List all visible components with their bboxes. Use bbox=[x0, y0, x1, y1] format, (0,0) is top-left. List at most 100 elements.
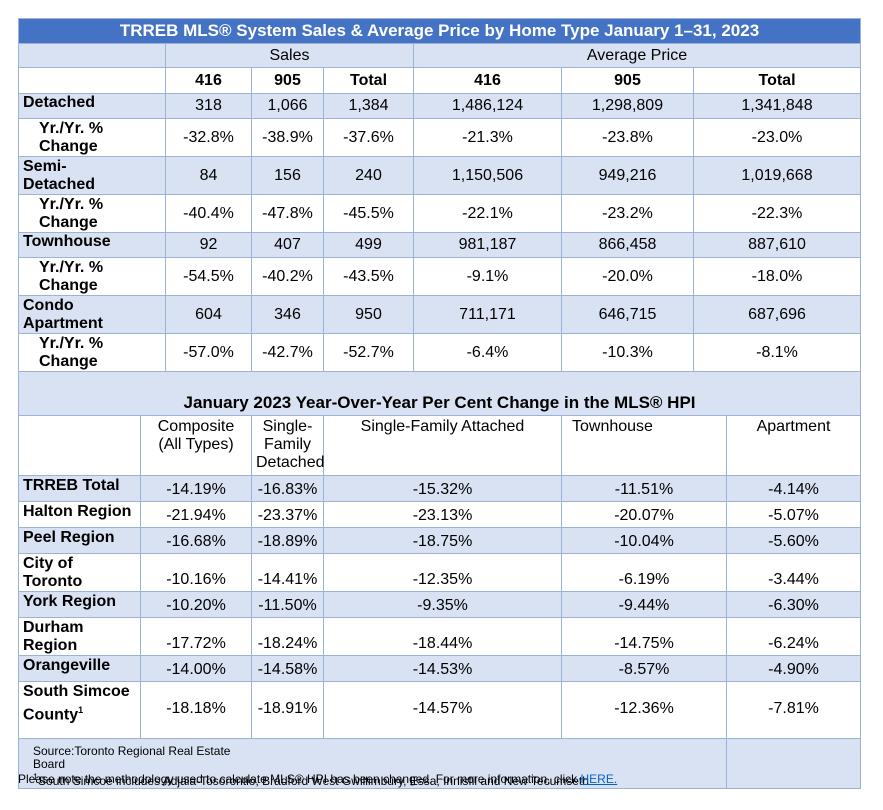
table-cell: 1,384 bbox=[323, 93, 414, 119]
source-note: Source:Toronto Regional Real Estate Board… bbox=[18, 738, 727, 789]
table-cell: -17.72% bbox=[140, 617, 252, 656]
table-cell: -10.3% bbox=[561, 333, 694, 372]
table-cell: -16.83% bbox=[251, 475, 324, 502]
table-cell: -14.57% bbox=[323, 681, 562, 739]
table-cell: 1,150,506 bbox=[413, 156, 562, 195]
table-cell: -15.32% bbox=[323, 475, 562, 502]
table-cell: -18.75% bbox=[323, 527, 562, 554]
table-row: Yr./Yr. % Change -54.5% -40.2% -43.5% -9.… bbox=[18, 257, 862, 296]
table-cell: 981,187 bbox=[413, 232, 562, 258]
table-cell: -3.44% bbox=[725, 553, 862, 592]
table-cell: -42.7% bbox=[251, 333, 324, 372]
table-cell: -5.60% bbox=[725, 527, 862, 554]
table-cell: -6.19% bbox=[561, 553, 727, 592]
hpi-header-single-family-detached: Single- Family Detached bbox=[251, 415, 325, 476]
table-cell: -47.8% bbox=[251, 194, 324, 233]
col-header-total-price: Total bbox=[692, 67, 862, 94]
table-cell: -14.00% bbox=[140, 655, 252, 682]
table-cell: 156 bbox=[251, 156, 324, 195]
col-header-905-price: 905 bbox=[561, 67, 694, 94]
table-row: York Region -10.20% -11.50% -9.35% -9.44… bbox=[18, 591, 862, 618]
table-cell: -18.18% bbox=[140, 681, 252, 739]
table-cell: 1,341,848 bbox=[692, 93, 862, 119]
table-cell: -14.75% bbox=[561, 617, 727, 656]
table-cell: -11.50% bbox=[251, 591, 324, 618]
table-cell: -43.5% bbox=[323, 257, 414, 296]
row-label: Yr./Yr. % Change bbox=[18, 118, 166, 157]
row-label: Semi- Detached bbox=[18, 156, 166, 195]
table-cell: -21.3% bbox=[413, 118, 562, 157]
col-header-total: Total bbox=[323, 67, 414, 94]
table-cell: -8.1% bbox=[692, 333, 862, 372]
table-cell: -14.53% bbox=[323, 655, 562, 682]
row-label: Durham Region bbox=[18, 617, 141, 656]
table-row: Yr./Yr. % Change -40.4% -47.8% -45.5% -22… bbox=[18, 194, 862, 233]
table-cell: -12.36% bbox=[561, 681, 727, 739]
table-cell: 1,019,668 bbox=[692, 156, 862, 195]
table-row: Halton Region -21.94% -23.37% -23.13% -2… bbox=[18, 501, 862, 528]
table-cell: -5.07% bbox=[725, 501, 862, 528]
table-cell: -23.2% bbox=[561, 194, 694, 233]
row-label: York Region bbox=[18, 591, 141, 618]
table-cell: -11.51% bbox=[561, 475, 727, 502]
table-cell: -37.6% bbox=[323, 118, 414, 157]
table-row: South Simcoe County1 -18.18% -18.91% -14.… bbox=[18, 681, 862, 739]
table-cell: -6.4% bbox=[413, 333, 562, 372]
table-cell: -10.04% bbox=[561, 527, 727, 554]
table-cell: -21.94% bbox=[140, 501, 252, 528]
report-tables: TRREB MLS® System Sales & Average Price … bbox=[17, 18, 862, 789]
table-cell: -23.0% bbox=[692, 118, 862, 157]
table-cell: -52.7% bbox=[323, 333, 414, 372]
table-cell: 646,715 bbox=[561, 295, 694, 334]
table-cell: 407 bbox=[251, 232, 324, 258]
row-label: Townhouse bbox=[18, 232, 166, 258]
table-cell: -23.37% bbox=[251, 501, 324, 528]
col-header-416: 416 bbox=[165, 67, 252, 94]
table-cell: 84 bbox=[165, 156, 252, 195]
table-cell: 950 bbox=[323, 295, 414, 334]
table-cell: -6.30% bbox=[725, 591, 862, 618]
table-cell: 949,216 bbox=[561, 156, 694, 195]
table-cell: -22.1% bbox=[413, 194, 562, 233]
table-row: Orangeville -14.00% -14.58% -14.53% -8.5… bbox=[18, 655, 862, 682]
table-row: Condo Apartment 604 346 950 711,171 646,7… bbox=[18, 295, 862, 334]
table-cell: -18.0% bbox=[692, 257, 862, 296]
table-row: Detached 318 1,066 1,384 1,486,124 1,298… bbox=[18, 93, 862, 119]
table-cell: -20.07% bbox=[561, 501, 727, 528]
row-label: TRREB Total bbox=[18, 475, 141, 502]
sales-price-table: TRREB MLS® System Sales & Average Price … bbox=[17, 18, 862, 789]
methodology-note: Please note the methodology used to calc… bbox=[18, 772, 618, 786]
row-label: City of Toronto bbox=[18, 553, 141, 592]
row-label: Halton Region bbox=[18, 501, 141, 528]
table-cell: -22.3% bbox=[692, 194, 862, 233]
table-cell: -54.5% bbox=[165, 257, 252, 296]
row-label: South Simcoe County1 bbox=[18, 681, 141, 739]
table-cell: -7.81% bbox=[725, 681, 862, 739]
table-cell: -20.0% bbox=[561, 257, 694, 296]
table-cell: 604 bbox=[165, 295, 252, 334]
row-label: Yr./Yr. % Change bbox=[18, 194, 166, 233]
row-label: Orangeville bbox=[18, 655, 141, 682]
table-cell: 687,696 bbox=[692, 295, 862, 334]
sales-group-header: Sales bbox=[165, 43, 414, 68]
table-row: Townhouse 92 407 499 981,187 866,458 887… bbox=[18, 232, 862, 258]
average-price-group-header: Average Price bbox=[412, 43, 862, 68]
sales-table-title: TRREB MLS® System Sales & Average Price … bbox=[17, 18, 862, 44]
table-cell: 1,298,809 bbox=[561, 93, 694, 119]
table-cell: -18.44% bbox=[323, 617, 562, 656]
table-row: Semi- Detached 84 156 240 1,150,506 949,2… bbox=[18, 156, 862, 195]
table-cell: -16.68% bbox=[140, 527, 252, 554]
table-cell: 318 bbox=[165, 93, 252, 119]
table-cell: -6.24% bbox=[725, 617, 862, 656]
table-cell: 887,610 bbox=[692, 232, 862, 258]
table-cell: -14.19% bbox=[140, 475, 252, 502]
table-cell: 711,171 bbox=[413, 295, 562, 334]
table-cell: -18.89% bbox=[251, 527, 324, 554]
table-cell: 92 bbox=[165, 232, 252, 258]
table-cell: 1,486,124 bbox=[413, 93, 562, 119]
hpi-header-townhouse: Townhouse bbox=[561, 415, 727, 476]
table-cell: -4.90% bbox=[725, 655, 862, 682]
col-header-905: 905 bbox=[251, 67, 324, 94]
here-link[interactable]: HERE. bbox=[580, 772, 618, 786]
table-cell: -38.9% bbox=[251, 118, 324, 157]
